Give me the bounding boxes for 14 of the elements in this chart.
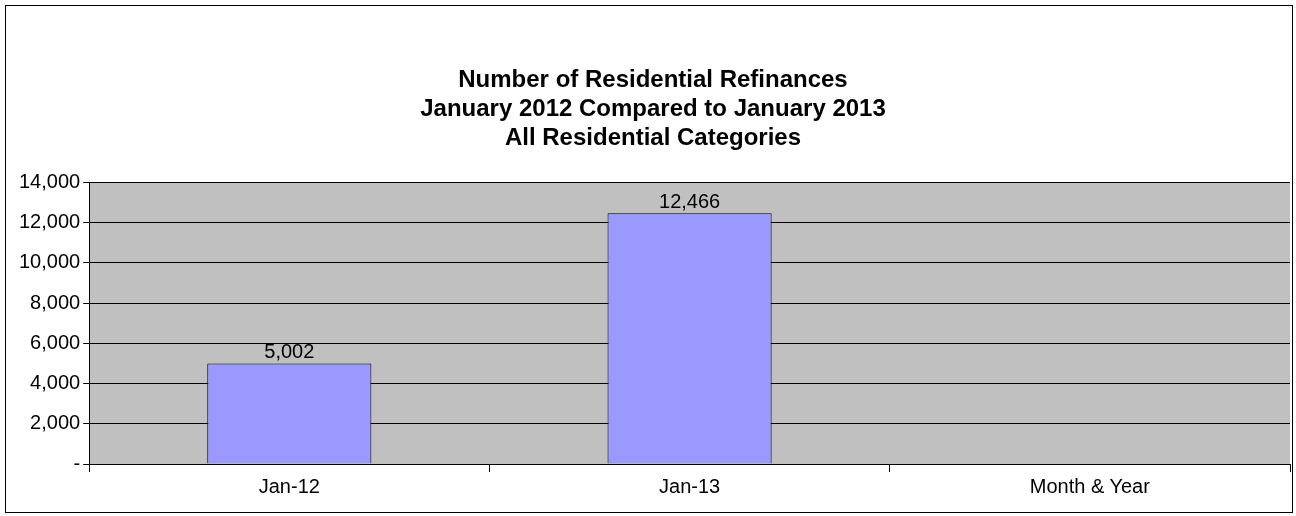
chart-title: Number of Residential Refinances January 2012 Compared to January 2013 All Residential Categories xyxy=(420,65,886,150)
y-tick-label: 2,000 xyxy=(30,411,81,434)
y-tick-label: 4,000 xyxy=(30,371,81,394)
data-label: 12,466 xyxy=(659,189,721,212)
x-tick-label: Jan-13 xyxy=(659,474,721,497)
y-tick-label: 8,000 xyxy=(30,290,81,313)
data-label: 5,002 xyxy=(264,339,315,362)
y-tick-label: 6,000 xyxy=(30,330,81,353)
x-tick-label: Jan-12 xyxy=(258,474,320,497)
y-tick-label: - xyxy=(73,451,81,474)
y-tick-label: 10,000 xyxy=(19,250,81,273)
x-tick-label: Month & Year xyxy=(1029,474,1151,497)
y-tick-label: 14,000 xyxy=(19,169,81,192)
y-tick-label: 12,000 xyxy=(19,210,81,233)
